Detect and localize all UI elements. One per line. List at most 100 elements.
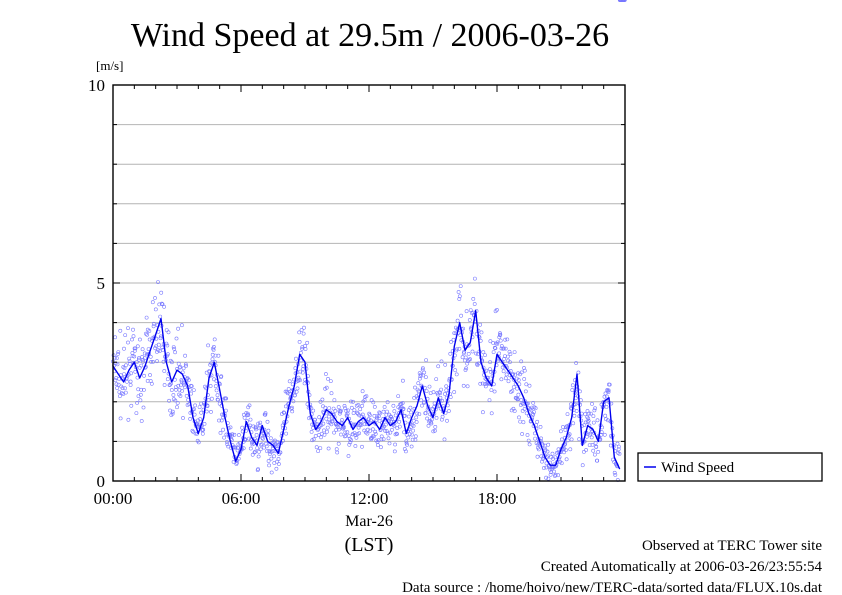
raw-data-point: [328, 410, 333, 415]
series-lines: [112, 310, 621, 470]
raw-data-point: [116, 350, 121, 355]
raw-data-point: [523, 389, 528, 394]
raw-data-point: [252, 450, 257, 455]
raw-data-point: [226, 444, 231, 449]
raw-data-point: [126, 326, 130, 331]
raw-data-point: [216, 397, 220, 402]
raw-data-point: [184, 393, 189, 398]
raw-data-point: [216, 353, 221, 358]
raw-data-point: [327, 406, 332, 411]
raw-data-point: [548, 467, 553, 472]
raw-data-point: [593, 441, 598, 445]
raw-data-point: [478, 322, 483, 327]
raw-data-point: [460, 355, 465, 360]
raw-data-point: [200, 431, 205, 436]
raw-data-point: [164, 341, 169, 346]
raw-data-point: [491, 350, 496, 355]
raw-data-point: [221, 427, 226, 432]
raw-data-point: [379, 434, 384, 439]
raw-data-point: [498, 338, 503, 343]
raw-data-point: [417, 412, 422, 417]
raw-data-point: [577, 437, 582, 442]
raw-data-point: [408, 405, 413, 410]
raw-data-point: [533, 436, 538, 441]
axis-ticks: [112, 84, 626, 482]
raw-data-point: [153, 346, 158, 351]
raw-data-point: [116, 382, 121, 387]
raw-data-point: [189, 384, 194, 389]
raw-data-point: [414, 415, 419, 420]
raw-data-point: [358, 407, 363, 412]
raw-data-point: [250, 452, 255, 457]
y-tick-label: 0: [97, 472, 106, 491]
raw-data-point: [423, 411, 428, 416]
raw-data-point: [118, 394, 122, 399]
raw-data-point: [572, 413, 577, 418]
raw-data-point: [361, 415, 366, 420]
raw-data-point: [343, 430, 348, 435]
raw-data-point: [174, 336, 179, 341]
raw-data-point: [266, 459, 271, 463]
raw-data-point: [495, 341, 500, 346]
raw-data-point: [325, 425, 330, 430]
raw-data-point: [590, 401, 594, 406]
raw-data-point: [321, 421, 326, 426]
raw-data-point: [311, 408, 316, 413]
raw-data-point: [434, 377, 439, 382]
raw-data-point: [429, 417, 434, 422]
raw-data-point: [420, 367, 425, 372]
raw-data-point: [400, 401, 405, 405]
raw-data-point: [387, 441, 392, 446]
raw-data-point: [535, 419, 540, 424]
raw-data-point: [533, 406, 538, 411]
raw-data-point: [418, 372, 423, 377]
raw-data-point: [253, 425, 258, 430]
raw-data-point: [370, 427, 375, 432]
raw-data-point: [588, 431, 593, 436]
raw-data-point: [138, 392, 143, 397]
raw-data-point: [383, 428, 388, 433]
raw-data-point: [294, 356, 298, 361]
raw-data-point: [264, 444, 269, 449]
raw-data-point: [488, 360, 493, 365]
raw-data-point: [462, 349, 467, 354]
raw-data-point: [582, 449, 586, 454]
raw-data-point: [469, 311, 474, 315]
raw-data-point: [607, 382, 612, 387]
raw-data-point: [365, 431, 370, 436]
raw-data-point: [178, 394, 183, 398]
raw-data-point: [326, 376, 330, 381]
raw-data-point: [182, 385, 187, 390]
raw-data-point: [175, 405, 179, 410]
raw-data-point: [297, 339, 302, 344]
raw-data-point: [136, 387, 141, 392]
raw-data-point: [365, 427, 370, 432]
raw-data-point: [519, 359, 524, 364]
raw-data-point: [113, 335, 118, 340]
raw-data-point: [127, 359, 132, 364]
raw-data-point: [405, 442, 410, 447]
raw-data-point: [164, 328, 169, 333]
raw-data-point: [483, 353, 487, 358]
raw-data-point: [411, 428, 416, 433]
raw-data-point: [561, 425, 565, 429]
raw-data-point: [153, 296, 157, 300]
raw-data-point: [500, 360, 505, 365]
raw-data-point: [142, 373, 147, 378]
raw-data-point: [539, 436, 544, 441]
raw-data-point: [145, 332, 150, 337]
raw-data-point: [144, 315, 149, 320]
footer-created-timestamp: Created Automatically at 2006-03-26/23:5…: [541, 559, 823, 575]
raw-data-point: [309, 429, 314, 434]
raw-data-point: [512, 409, 517, 413]
raw-data-point: [142, 351, 147, 356]
raw-data-point: [393, 432, 398, 437]
raw-data-point: [413, 434, 418, 439]
raw-data-point: [366, 417, 371, 422]
raw-data-point: [165, 343, 170, 348]
raw-data-point: [148, 354, 153, 359]
raw-data-point: [242, 415, 247, 420]
raw-data-point: [139, 387, 144, 392]
raw-data-point: [545, 449, 550, 454]
raw-data-point: [114, 382, 119, 387]
